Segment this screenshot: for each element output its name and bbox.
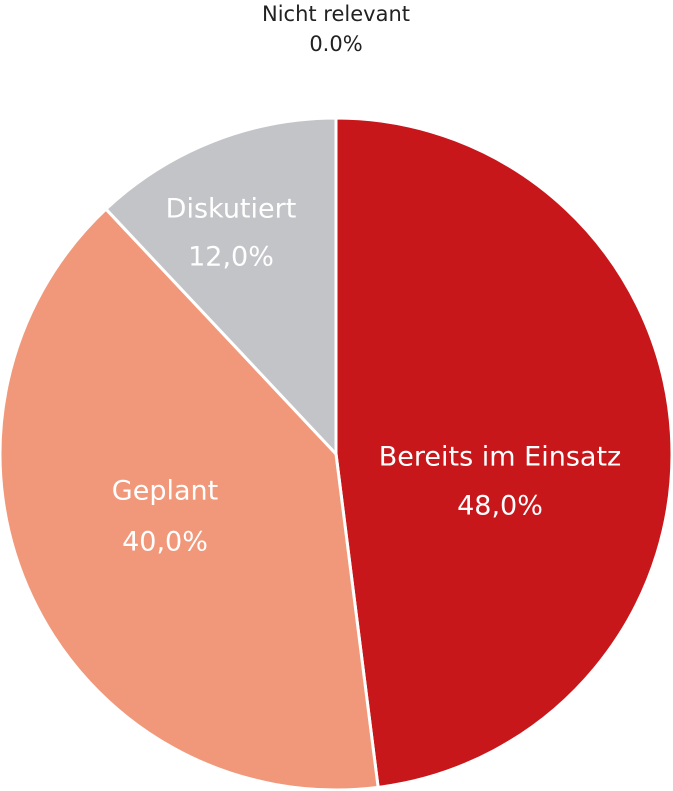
pie-slice-diskutiert: [103, 116, 338, 458]
slice-label-bereits-im-einsatz: Bereits im Einsatz: [379, 442, 621, 473]
pie-slice-geplant: [0, 206, 380, 791]
slice-value-geplant: 40,0%: [122, 527, 208, 558]
slice-label-geplant: Geplant: [112, 476, 218, 507]
slice-value-nicht-relevant: 0.0%: [309, 32, 362, 56]
slice-value-diskutiert: 12,0%: [188, 242, 274, 273]
slice-label-diskutiert: Diskutiert: [166, 194, 297, 225]
pie-slice-bereits-im-einsatz: [334, 116, 673, 790]
slice-value-bereits-im-einsatz: 48,0%: [457, 491, 543, 522]
slice-label-nicht-relevant: Nicht relevant: [262, 2, 410, 26]
